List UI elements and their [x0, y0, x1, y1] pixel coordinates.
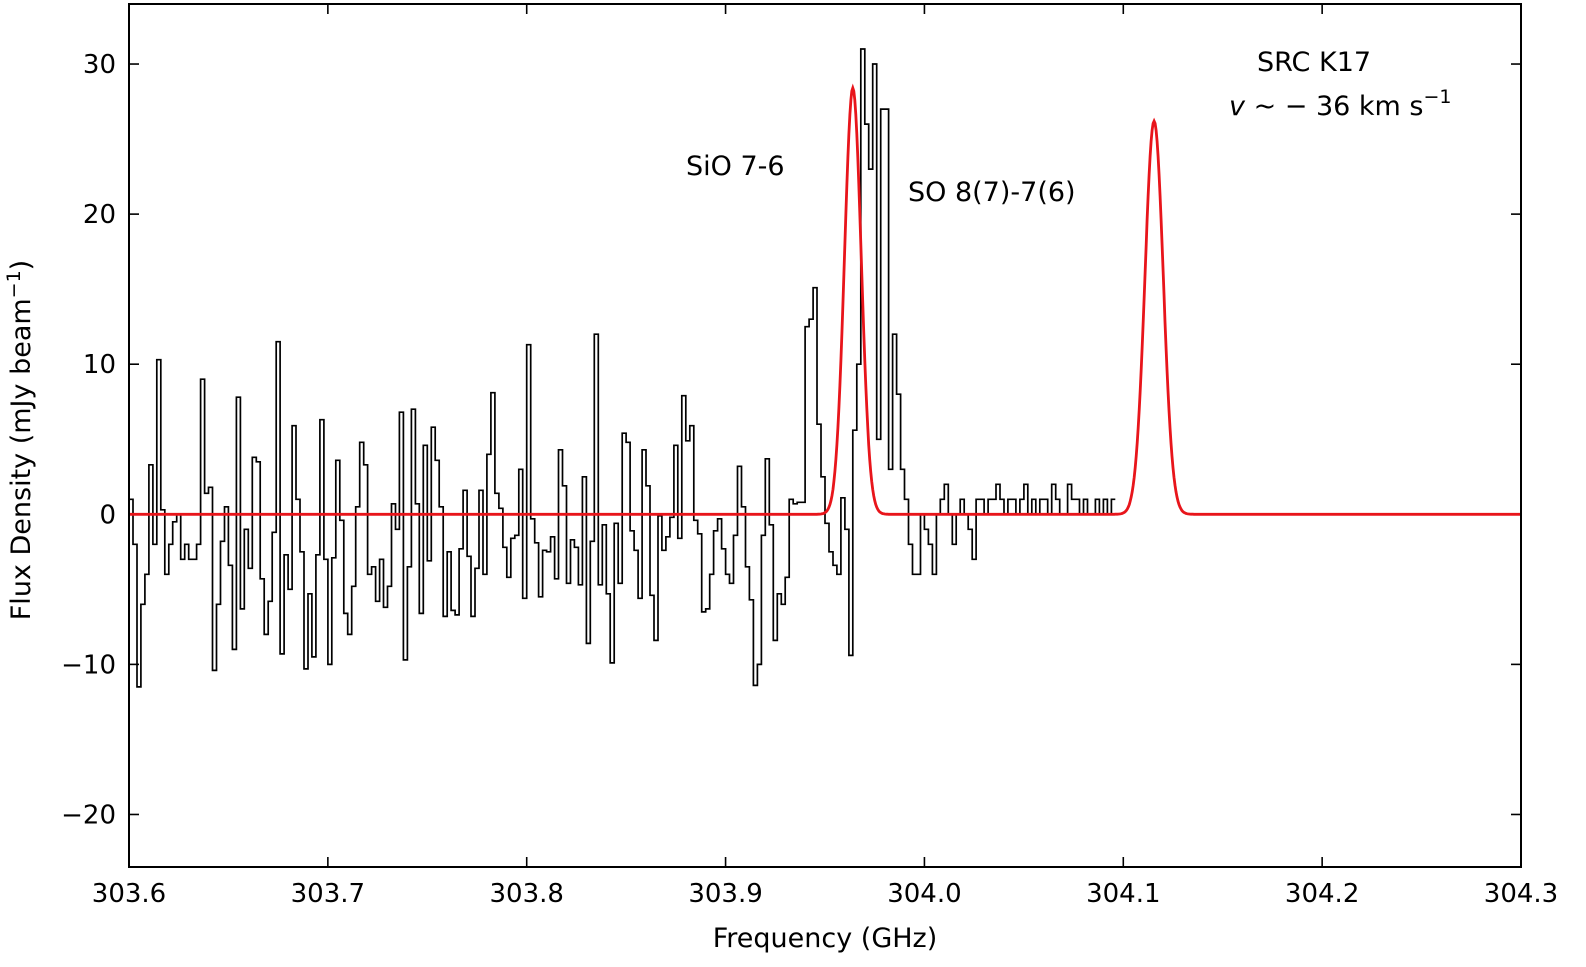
- plot-frame: [128, 3, 1522, 868]
- x-tick-label: 304.3: [1484, 879, 1558, 909]
- y-tick-label: 0: [99, 500, 116, 530]
- annotation-velocity-symbol: v: [1229, 91, 1246, 122]
- annotation-so: SO 8(7)-7(6): [908, 177, 1076, 208]
- y-tick-label: −10: [61, 650, 116, 680]
- y-axis-title: Flux Density (mJy beam−1): [3, 260, 37, 620]
- annotation-velocity-sup: −1: [1424, 86, 1452, 108]
- annotation-velocity: v ~ − 36 km s−1: [1229, 86, 1452, 122]
- x-tick-label: 304.2: [1285, 879, 1359, 909]
- x-axis-title: Frequency (GHz): [713, 923, 938, 954]
- series-layer: [129, 48, 1521, 688]
- x-tick-label: 303.8: [489, 879, 563, 909]
- y-axis-title-sup: −1: [3, 270, 25, 298]
- x-tick-label: 303.7: [291, 879, 365, 909]
- annotation-source: SRC K17: [1257, 47, 1371, 78]
- y-axis-title-main: Flux Density (mJy beam: [6, 298, 37, 620]
- x-tick-label: 304.0: [887, 879, 961, 909]
- annotation-sio: SiO 7-6: [686, 151, 785, 182]
- gaussian-fit-line: [129, 83, 1521, 516]
- y-tick-label: −20: [61, 800, 116, 830]
- x-tick-label: 303.9: [688, 879, 762, 909]
- x-tick-label: 304.1: [1086, 879, 1160, 909]
- tick-layer: 303.6 303.7 303.8 303.9 304.0 304.1 304.2 304.3…: [61, 4, 1558, 909]
- y-tick-label: 20: [83, 200, 116, 230]
- spectrum-step-line: [129, 48, 1116, 688]
- y-tick-label: 30: [83, 50, 116, 80]
- y-tick-label: 10: [83, 350, 116, 380]
- y-axis-title-close: ): [6, 260, 37, 271]
- x-tick-label: 303.6: [92, 879, 166, 909]
- annotation-velocity-text: ~ − 36 km s: [1245, 91, 1424, 122]
